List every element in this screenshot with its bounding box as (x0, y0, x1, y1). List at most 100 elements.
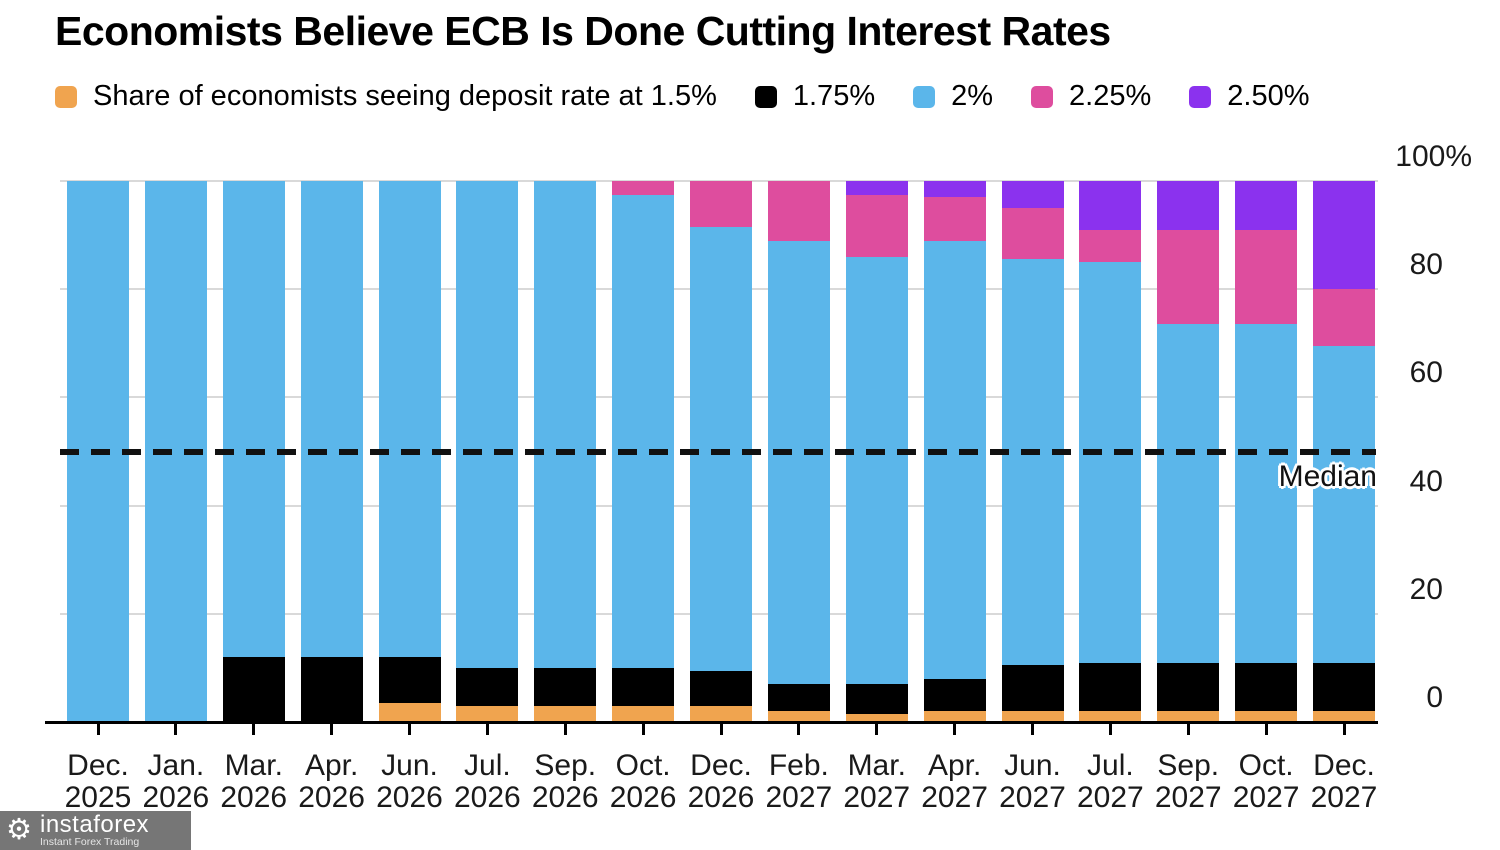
x-axis-label-year: 2026 (454, 781, 521, 814)
x-axis-label-year: 2027 (921, 781, 988, 814)
bar-segment-1-75pct (845, 684, 908, 714)
watermark-brand: instaforex (40, 811, 150, 838)
x-axis-label-month: Mar. (224, 749, 283, 782)
x-axis-tick (641, 723, 645, 735)
bar-segment-1-5pct (845, 713, 908, 722)
x-axis-tick (563, 723, 567, 735)
bar-segment-2pct (300, 181, 363, 658)
bar-dec-2027 (1313, 181, 1375, 722)
legend-swatch-2-25pct (1031, 85, 1054, 108)
x-axis-label-month: Mar. (847, 749, 906, 782)
x-axis-tick (1031, 723, 1034, 735)
bar-segment-1-75pct (1235, 662, 1298, 712)
x-axis-label-month: Apr. (304, 749, 359, 782)
bar-segment-2-25pct (1157, 229, 1220, 325)
x-axis-label-month: Dec. (1313, 749, 1375, 782)
x-axis-tick (96, 723, 100, 735)
x-axis-label-year: 2026 (531, 781, 599, 814)
bar-feb-2027 (767, 181, 830, 722)
x-axis-label: Sep. 2026 (495, 750, 635, 814)
bar-segment-2pct (378, 181, 441, 658)
x-axis-tick (953, 723, 957, 735)
legend-swatch-1-5pct (55, 85, 77, 108)
x-axis-label-year: 2025 (64, 781, 132, 814)
x-axis-tick (1186, 723, 1190, 735)
bar-oct-2027 (1235, 181, 1298, 722)
legend-swatch-2pct (913, 85, 936, 108)
legend-label-2-25pct: 2.25% (1069, 80, 1152, 112)
x-axis-label: Jun. 2026 (340, 750, 480, 814)
bar-segment-1-5pct (1313, 711, 1375, 722)
bar-segment-1-5pct (690, 705, 752, 722)
bar-segment-1-75pct (1001, 665, 1064, 712)
bar-jul-2026 (456, 181, 519, 722)
x-axis-label-year: 2027 (843, 781, 911, 814)
bar-segment-1-75pct (456, 667, 519, 706)
x-axis-label-year: 2026 (609, 781, 677, 814)
bar-segment-1-5pct (456, 705, 519, 722)
bar-segment-2pct (1235, 324, 1298, 663)
x-axis-label-year: 2026 (298, 781, 365, 814)
x-axis-label: Oct. 2027 (1196, 750, 1336, 814)
x-axis-label-month: Sep. (1157, 749, 1220, 782)
x-axis-tick (252, 723, 256, 735)
x-axis-label-month: Oct. (1238, 749, 1294, 782)
bar-segment-2-50pct (1313, 181, 1375, 290)
bar-segment-2pct (222, 181, 285, 658)
x-axis-label: Jun. 2027 (963, 750, 1103, 814)
watermark-tagline: Instant Forex Trading (40, 836, 140, 848)
bar-segment-2pct (1157, 324, 1220, 663)
x-axis-label-month: Jun. (1004, 749, 1061, 782)
median-label: Median (1278, 459, 1377, 493)
y-axis-label: 100% (1395, 140, 1472, 173)
x-axis-label: Feb. 2027 (729, 750, 869, 814)
x-axis-label: Jul. 2026 (417, 750, 557, 814)
legend-item-2pct: 2% (913, 80, 993, 113)
x-axis-label-month: Dec. (690, 749, 752, 782)
bar-segment-1-75pct (222, 657, 285, 722)
legend-item-1-75pct: 1.75% (754, 80, 875, 113)
x-axis-label-year: 2027 (1154, 781, 1222, 814)
bar-segment-2pct (1001, 259, 1064, 666)
bar-sep-2026 (534, 181, 597, 722)
bar-apr-2027 (923, 181, 986, 722)
bar-mar-2027 (845, 181, 908, 722)
bar-segment-2-25pct (1313, 289, 1375, 347)
x-axis-label: Apr. 2027 (885, 750, 1025, 814)
x-axis-label-month: Oct. (615, 749, 671, 782)
bar-segment-2-50pct (845, 181, 908, 195)
legend-label-2-50pct: 2.50% (1227, 80, 1310, 112)
bar-segment-1-5pct (1001, 711, 1064, 722)
legend-item-1-5pct: Share of economists seeing deposit rate … (55, 80, 717, 113)
bar-segment-2-50pct (1235, 181, 1298, 230)
x-axis-label-month: Jan. (147, 749, 205, 782)
bar-mar-2026 (222, 181, 285, 722)
x-axis-label-year: 2027 (1310, 781, 1378, 814)
bar-jul-2027 (1079, 181, 1142, 722)
bar-segment-2-50pct (1079, 181, 1142, 230)
legend-swatch-2-50pct (1189, 85, 1212, 108)
legend-item-2-25pct: 2.25% (1031, 80, 1151, 113)
x-axis-label: Oct. 2026 (573, 750, 713, 814)
x-axis-label: Jul. 2027 (1040, 750, 1180, 814)
legend-label-1-5pct: Share of economists seeing deposit rate … (93, 80, 717, 112)
x-axis-tick (330, 723, 334, 735)
x-axis-tick (408, 723, 411, 735)
x-axis-label-month: Jun. (381, 749, 438, 782)
bar-oct-2026 (612, 181, 675, 722)
bar-segment-1-5pct (1235, 711, 1298, 722)
y-axis-label: 60 (1409, 356, 1443, 390)
bar-segment-1-75pct (300, 657, 363, 722)
gridline (60, 180, 1378, 182)
watermark: ⚙ instaforex Instant Forex Trading (0, 811, 191, 850)
bar-segment-2-50pct (923, 181, 986, 198)
bar-segment-2pct (923, 240, 986, 679)
bar-segment-2pct (845, 256, 908, 685)
x-axis-label: Dec. 2025 (28, 750, 168, 814)
bar-segment-1-75pct (690, 670, 752, 706)
x-axis-label-month: Jul. (1087, 749, 1134, 782)
x-axis-label-month: Feb. (768, 749, 829, 782)
x-axis-label: Mar. 2027 (807, 750, 947, 814)
bar-sep-2027 (1157, 181, 1220, 722)
